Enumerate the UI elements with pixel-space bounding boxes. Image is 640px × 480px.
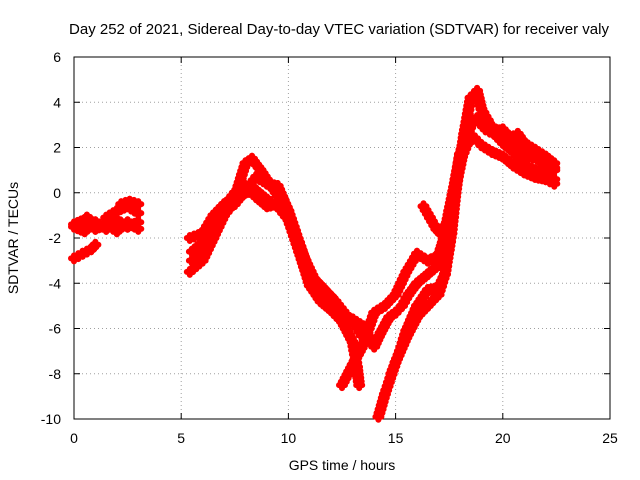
- data-point: [353, 379, 366, 392]
- data-point: [132, 198, 145, 211]
- y-axis-label: SDTVAR / TECUs: [5, 182, 21, 294]
- chart-title: Day 252 of 2021, Sidereal Day-to-day VTE…: [69, 21, 609, 38]
- y-tick-label: -6: [49, 321, 62, 337]
- x-tick-label: 20: [495, 430, 511, 446]
- x-axis-label: GPS time / hours: [289, 457, 396, 473]
- markers-track-m: [385, 132, 561, 380]
- data-point: [132, 207, 145, 220]
- x-tick-label: 15: [388, 430, 404, 446]
- data-point: [548, 177, 561, 190]
- x-tick-label: 0: [70, 430, 78, 446]
- grid: [74, 57, 610, 419]
- data-point: [132, 222, 145, 235]
- axis-ticks: 0 5 10 15 20 25 -10 -8 -6 -4 -2 0 2 4 6: [41, 49, 618, 446]
- y-tick-label: 0: [53, 185, 61, 201]
- markers-track-n: [417, 200, 454, 240]
- data-point: [89, 238, 102, 251]
- y-tick-label: 6: [53, 49, 61, 65]
- data-point: [441, 216, 454, 229]
- x-tick-label: 10: [281, 430, 297, 446]
- data-point: [87, 216, 100, 229]
- y-tick-label: 4: [53, 94, 61, 110]
- y-tick-label: 2: [53, 140, 61, 156]
- markers-track-d: [115, 195, 145, 211]
- markers-track-o: [486, 121, 561, 170]
- markers-track-f: [74, 211, 100, 233]
- x-tick-label: 5: [177, 430, 185, 446]
- y-tick-label: -2: [49, 230, 62, 246]
- markers-track-e: [68, 238, 102, 265]
- data-point: [548, 157, 561, 170]
- x-tick-label: 25: [602, 430, 618, 446]
- y-tick-label: -10: [41, 411, 61, 427]
- y-tick-label: -4: [49, 275, 62, 291]
- data-series: [68, 84, 561, 423]
- y-tick-label: -8: [49, 366, 62, 382]
